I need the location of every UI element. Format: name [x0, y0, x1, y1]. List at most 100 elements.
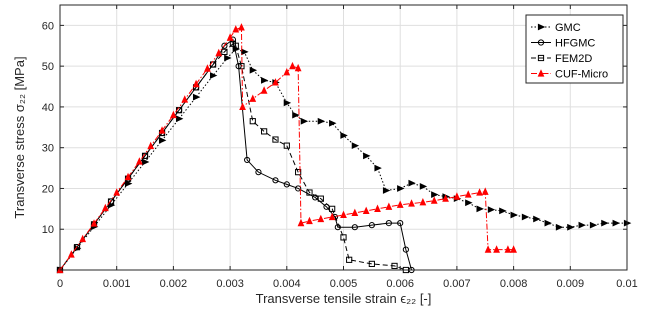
data-point [283, 99, 292, 107]
legend-label: GMC [555, 22, 581, 34]
data-point [141, 152, 149, 159]
data-point [141, 158, 150, 166]
data-point [487, 206, 496, 214]
data-point [481, 187, 489, 195]
data-point [283, 142, 290, 149]
data-point [261, 128, 268, 135]
x-tick-label: 0.005 [330, 278, 358, 290]
data-point [612, 219, 620, 227]
data-point [241, 48, 249, 56]
x-tick-label: 0.006 [386, 278, 414, 290]
data-point [346, 256, 353, 263]
data-point [124, 172, 132, 181]
data-point [329, 119, 337, 127]
data-point [374, 164, 382, 172]
data-point [328, 212, 336, 221]
data-point [465, 199, 473, 207]
data-point [476, 205, 484, 213]
data-point [192, 79, 200, 88]
data-point [294, 63, 302, 72]
x-tick-label: 0.004 [273, 278, 301, 290]
data-point [510, 211, 518, 219]
data-point [181, 95, 189, 103]
x-tick-label: 0.009 [557, 278, 585, 290]
y-axis-ticks: 10 20 30 40 50 60 [42, 20, 627, 236]
data-point [232, 25, 240, 33]
data-point [317, 117, 326, 125]
x-tick-label: 0.002 [160, 278, 188, 290]
data-point [329, 205, 336, 212]
data-point [300, 117, 309, 125]
data-point [419, 198, 427, 206]
data-point [136, 157, 143, 165]
data-point [317, 214, 325, 223]
data-point [510, 245, 517, 253]
data-point [397, 220, 404, 227]
series-gmc [56, 45, 632, 274]
x-tick-label: 0.001 [103, 278, 131, 290]
series-hfgmc [56, 36, 415, 274]
data-point [368, 222, 375, 229]
data-point [226, 33, 234, 41]
data-point [340, 210, 347, 219]
data-point [90, 219, 98, 227]
x-axis-label: Transverse tensile strain ϵ₂₂ [-] [256, 291, 432, 306]
data-point [124, 180, 133, 187]
data-point [239, 102, 246, 111]
legend-label: FEM2D [555, 53, 592, 65]
x-tick-label: 0.01 [616, 278, 637, 290]
data-point [351, 208, 359, 217]
data-point [555, 223, 564, 231]
data-point [431, 191, 439, 198]
data-point [362, 206, 370, 214]
data-point [408, 199, 415, 207]
data-point [209, 72, 218, 79]
data-point [419, 183, 428, 190]
data-point [430, 196, 438, 204]
legend-marker [537, 54, 545, 62]
data-point [261, 77, 269, 84]
data-point [249, 118, 256, 125]
data-point [499, 207, 507, 215]
series-line [59, 38, 413, 271]
legend-marker [537, 39, 545, 46]
data-point [533, 215, 541, 223]
data-point [238, 23, 245, 31]
data-point [238, 63, 245, 70]
data-point [295, 185, 302, 192]
data-point [73, 244, 81, 251]
data-point [601, 219, 609, 227]
x-tick-label: 0.003 [216, 278, 244, 290]
data-point [453, 192, 461, 200]
data-point [107, 198, 115, 205]
data-point [567, 223, 575, 231]
y-tick-label: 20 [42, 183, 54, 195]
data-point [391, 262, 398, 270]
data-point [368, 260, 375, 267]
x-tick-label: 0 [57, 278, 63, 290]
data-point [385, 202, 393, 210]
data-point [232, 42, 239, 49]
data-point [351, 224, 358, 231]
data-point [283, 181, 290, 188]
y-tick-label: 10 [42, 224, 54, 236]
data-point [476, 188, 483, 196]
data-point [79, 234, 87, 243]
data-point [255, 169, 262, 176]
data-point [397, 185, 405, 192]
data-point [544, 219, 552, 227]
data-point [272, 78, 279, 86]
data-point [484, 245, 492, 253]
y-tick-label: 50 [42, 61, 54, 73]
data-point [408, 179, 416, 187]
series-line [59, 43, 407, 271]
data-point [249, 94, 257, 102]
y-axis-label: Transverse stress σ₂₂ [MPa] [12, 56, 27, 218]
data-point [147, 141, 155, 150]
data-point [363, 152, 371, 160]
data-point [402, 246, 409, 253]
data-point [578, 221, 586, 229]
data-point [272, 136, 279, 143]
legend-entry: HFGMC [531, 38, 595, 50]
